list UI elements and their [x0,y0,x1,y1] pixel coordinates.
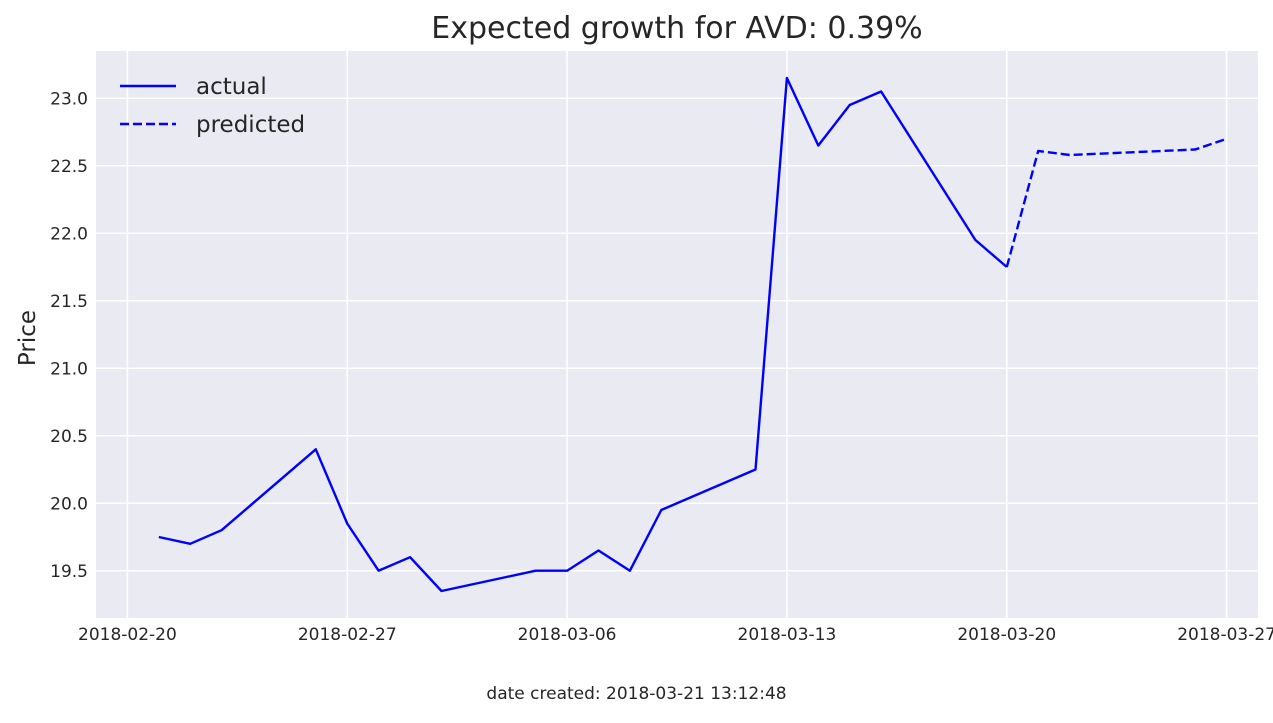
legend-label-predicted: predicted [196,112,305,138]
date-created-footer: date created: 2018-03-21 13:12:48 [486,684,787,704]
series-line-actual [158,76,1008,593]
series-layer [158,76,1227,593]
x-tick-label: 2018-03-06 [518,625,617,645]
y-tick-label: 20.5 [50,427,88,447]
legend-label-actual: actual [196,74,267,100]
y-tick-label: 23.0 [50,89,88,109]
chart-title: Expected growth for AVD: 0.39% [431,11,922,46]
x-tick-label: 2018-03-13 [738,625,837,645]
legend: actual predicted [120,74,305,138]
x-tick-labels: 2018-02-20 2018-02-27 2018-03-06 2018-03-13… [78,625,1273,645]
y-tick-label: 19.5 [50,562,88,582]
series-line-predicted [1005,137,1227,268]
y-tick-label: 21.0 [50,359,88,379]
y-tick-label: 21.5 [50,292,88,312]
y-gridlines [96,97,1258,572]
x-tick-label: 2018-02-27 [298,625,397,645]
y-tick-label: 22.0 [50,224,88,244]
y-tick-labels: 19.5 20.0 20.5 21.0 21.5 22.0 22.5 23.0 [50,89,88,582]
x-tick-label: 2018-03-20 [957,625,1056,645]
y-tick-label: 22.5 [50,157,88,177]
y-tick-label: 20.0 [50,494,88,514]
x-tick-label: 2018-03-27 [1177,625,1273,645]
y-axis-label: Price [15,310,41,366]
plot-background [96,51,1258,618]
x-tick-label: 2018-02-20 [78,625,177,645]
x-gridlines [126,51,1228,618]
